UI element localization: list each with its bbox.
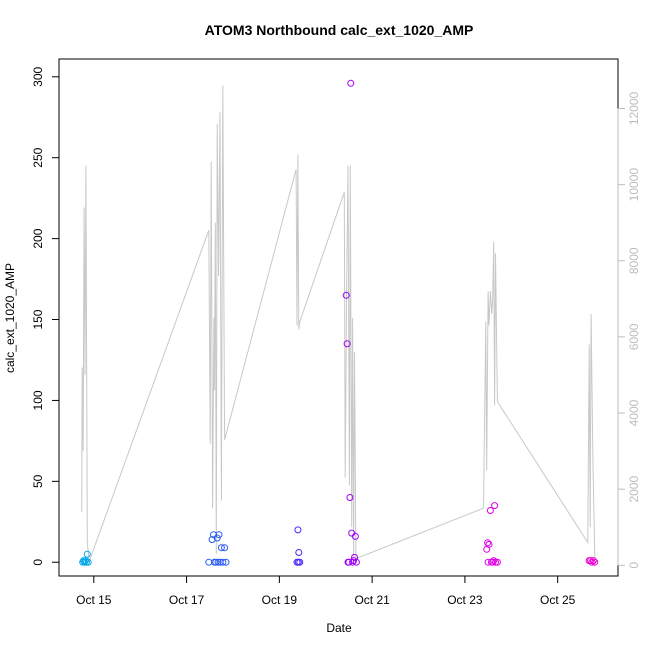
data-point-14 (215, 531, 223, 539)
data-point-43 (489, 558, 497, 566)
data-point-38 (484, 539, 492, 547)
x-tick-label: Oct 23 (447, 593, 483, 607)
y-tick-label: 250 (31, 147, 45, 167)
data-point-28 (345, 558, 353, 566)
y2-tick-label: 12000 (627, 91, 641, 125)
data-point-25 (342, 291, 350, 299)
data-point-5 (83, 550, 91, 558)
data-point-19 (222, 558, 230, 566)
y-axis-label: calc_ext_1020_AMP (3, 263, 17, 373)
secondary-line-series (81, 85, 596, 564)
y2-tick-label: 2000 (627, 476, 641, 503)
data-point-34 (351, 553, 358, 561)
data-point-46 (492, 558, 499, 566)
data-point-16 (217, 544, 225, 552)
x-tick-label: Oct 21 (354, 593, 390, 607)
data-point-45 (491, 502, 499, 510)
data-point-41 (486, 507, 494, 514)
x-tick-label: Oct 17 (169, 593, 205, 607)
data-point-26 (343, 340, 351, 348)
data-point-50 (588, 558, 596, 566)
y-axis-right: 0 2000 4000 6000 8000 10000 12000 (617, 91, 641, 569)
y2-tick-label: 6000 (627, 323, 641, 350)
y2-tick-label: 4000 (627, 399, 641, 426)
data-points (79, 79, 599, 566)
data-point-23 (295, 549, 303, 556)
data-point-52 (591, 558, 599, 566)
y-tick-label: 0 (31, 559, 45, 566)
data-point-32 (349, 558, 357, 566)
data-point-17 (219, 558, 227, 566)
data-point-11 (212, 558, 220, 566)
data-point-40 (485, 540, 493, 548)
data-point-6 (84, 558, 92, 566)
plot-frame (58, 58, 619, 577)
y-tick-label: 150 (31, 309, 45, 329)
data-point-13 (214, 558, 222, 566)
x-axis-label: Date (326, 621, 352, 635)
x-tick-label: Oct 19 (262, 593, 298, 607)
data-point-21 (294, 526, 302, 534)
data-point-44 (490, 557, 498, 565)
data-point-29 (346, 494, 354, 501)
x-axis: Oct 15 Oct 17 Oct 19 Oct 21 Oct 23 Oct 25 (76, 575, 576, 607)
x-tick-label: Oct 25 (540, 593, 576, 607)
chart-title: ATOM3 Northbound calc_ext_1020_AMP (205, 22, 474, 38)
y2-tick-label: 8000 (627, 247, 641, 274)
data-point-36 (352, 558, 360, 566)
y2-tick-label: 0 (627, 562, 641, 569)
secondary-series-line (81, 85, 596, 564)
data-point-47 (493, 558, 501, 566)
data-point-49 (587, 557, 595, 565)
data-point-18 (221, 544, 229, 552)
data-point-12 (213, 534, 221, 542)
x-tick-label: Oct 15 (76, 593, 112, 607)
y-tick-label: 50 (31, 474, 45, 488)
y-tick-label: 300 (31, 66, 45, 86)
y2-tick-label: 10000 (627, 168, 641, 202)
data-point-35 (351, 532, 359, 540)
y-axis-left: 0 50 100 150 200 250 300 (31, 66, 60, 566)
data-point-30 (347, 79, 355, 87)
data-point-51 (589, 557, 597, 565)
y-tick-label: 100 (31, 390, 45, 410)
y-tick-label: 200 (31, 228, 45, 248)
data-point-24 (296, 558, 304, 566)
